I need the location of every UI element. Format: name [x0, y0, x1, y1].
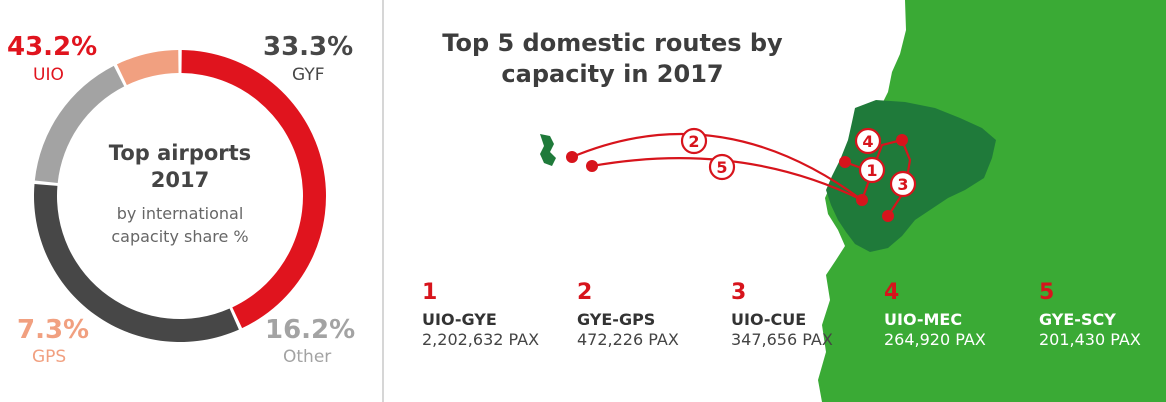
donut-slice-uio — [181, 50, 327, 329]
slice-pct-gps: 7.3% — [17, 315, 90, 345]
donut-title: Top airports 2017 — [108, 141, 252, 192]
route-code: UIO-CUE — [731, 310, 807, 329]
airport-dot — [586, 160, 598, 172]
airport-dot — [896, 134, 908, 146]
donut-chart — [33, 50, 327, 342]
route-marker-label: 5 — [716, 158, 727, 177]
slice-pct-gyf: 33.3% — [263, 32, 354, 62]
route-rank: 5 — [1039, 280, 1055, 305]
slice-label-other: Other — [283, 347, 332, 367]
route-marker-label: 2 — [688, 132, 699, 151]
continent-shape — [818, 0, 1166, 402]
route-pax: 264,920 PAX — [884, 330, 986, 349]
donut-subtitle: by international capacity share % — [111, 204, 249, 246]
route-rank: 4 — [884, 280, 900, 305]
airport-dot — [882, 210, 894, 222]
route-marker-3 — [889, 170, 917, 198]
slice-label-uio: UIO — [33, 65, 64, 85]
route-entry: 1 UIO-GYE 2,202,632 PAX — [422, 282, 539, 350]
route-entry: 3 UIO-CUE 347,656 PAX — [731, 282, 833, 350]
galapagos-islands — [540, 134, 556, 166]
route-marker-label: 4 — [862, 132, 873, 151]
donut-slice-gyf — [33, 184, 239, 342]
route-marker-5 — [708, 153, 736, 181]
slice-pct-uio: 43.2% — [7, 32, 98, 62]
route-pax: 347,656 PAX — [731, 330, 833, 349]
route-pax: 2,202,632 PAX — [422, 330, 540, 349]
airport-dot — [566, 151, 578, 163]
donut-slice-gps — [116, 50, 179, 86]
route-entry: 5 GYE-SCY 201,430 PAX — [1039, 282, 1141, 350]
slice-label-gps: GPS — [32, 347, 67, 367]
route-entry: 4 UIO-MEC 264,920 PAX — [884, 282, 986, 350]
routes-title: Top 5 domestic routes by capacity in 201… — [442, 29, 783, 88]
route-entry: 2 GYE-GPS 472,226 PAX — [577, 282, 679, 350]
route-marker-4 — [854, 127, 882, 155]
slice-label-gyf: GYF — [292, 65, 325, 85]
route-code: UIO-GYE — [422, 310, 497, 329]
route-code: GYE-GPS — [577, 310, 656, 329]
route-pax: 472,226 PAX — [577, 330, 679, 349]
route-marker-2 — [680, 127, 708, 155]
route-rank: 1 — [422, 280, 438, 305]
airport-dot — [856, 194, 868, 206]
route-code: GYE-SCY — [1039, 310, 1116, 329]
slice-pct-other: 16.2% — [265, 315, 356, 345]
route-rank: 3 — [731, 280, 747, 305]
route-rank: 2 — [577, 280, 593, 305]
route-code: UIO-MEC — [884, 310, 963, 329]
route-pax: 201,430 PAX — [1039, 330, 1141, 349]
route-marker-label: 3 — [897, 175, 908, 194]
route-marker-1 — [858, 156, 886, 184]
route-line-2 — [571, 132, 863, 201]
airport-dot — [839, 156, 851, 168]
panel-divider — [382, 0, 384, 402]
donut-slice-other — [34, 65, 125, 183]
route-marker-label: 1 — [866, 161, 877, 180]
